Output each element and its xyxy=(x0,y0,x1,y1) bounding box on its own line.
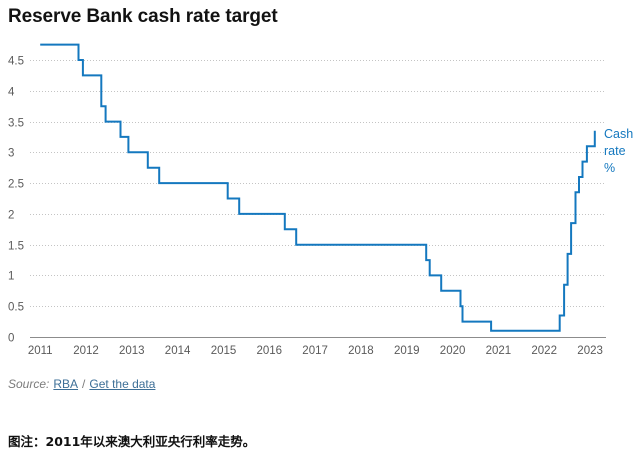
figure-caption: 图注：2011年以来澳大利亚央行利率走势。 xyxy=(8,434,256,449)
data-point xyxy=(283,227,287,231)
data-point xyxy=(157,181,161,185)
data-point xyxy=(439,289,443,293)
data-point xyxy=(146,166,150,170)
x-tick-label: 2023 xyxy=(577,345,603,357)
y-tick-label: 2 xyxy=(8,210,14,222)
data-point xyxy=(237,212,241,216)
x-tick-label: 2016 xyxy=(257,345,283,357)
data-point xyxy=(569,221,573,225)
data-point xyxy=(424,258,428,262)
chart-title: Reserve Bank cash rate target xyxy=(8,6,278,27)
gridlines xyxy=(30,60,606,338)
data-point xyxy=(459,304,463,308)
data-point xyxy=(577,175,581,179)
data-point xyxy=(593,129,597,133)
y-tick-label: 2.5 xyxy=(8,179,24,191)
y-tick-label: 3.5 xyxy=(8,118,24,130)
series-layer xyxy=(38,43,597,333)
source-line: Source: RBA / Get the data xyxy=(8,376,155,392)
data-point xyxy=(566,252,570,256)
x-tick-label: 2020 xyxy=(440,345,466,357)
data-point xyxy=(104,120,108,124)
series-label-cash-rate: Cash rate % xyxy=(604,127,634,175)
data-point xyxy=(574,190,578,194)
data-point xyxy=(585,144,589,148)
data-point xyxy=(81,73,85,77)
series-line-cash-rate xyxy=(40,43,596,332)
chart-plot: 00.511.522.533.544.5 2011 2012 2013 2014 201… xyxy=(8,43,606,357)
x-tick-label: 2017 xyxy=(302,345,328,357)
x-axis-labels: 2011 2012 2013 2014 2015 2016 2017 2018 2019 2020… xyxy=(28,345,603,357)
y-tick-label: 0 xyxy=(8,333,14,345)
data-point xyxy=(294,243,298,247)
y-tick-label: 4.5 xyxy=(8,56,24,68)
data-point xyxy=(461,320,465,324)
get-the-data-link[interactable]: Get the data xyxy=(89,377,156,391)
data-point xyxy=(77,58,81,62)
y-tick-label: 1.5 xyxy=(8,241,24,253)
x-tick-label: 2019 xyxy=(394,345,420,357)
data-point xyxy=(226,197,230,201)
y-tick-label: 1 xyxy=(8,271,14,283)
x-tick-label: 2012 xyxy=(73,345,99,357)
x-tick-label: 2014 xyxy=(165,345,191,357)
x-tick-label: 2015 xyxy=(211,345,237,357)
data-point xyxy=(581,160,585,164)
x-tick-label: 2018 xyxy=(348,345,374,357)
y-axis-labels: 0 0.5 1 1.5 2 2.5 3 3.5 4 4.5 xyxy=(8,56,24,345)
data-point xyxy=(562,283,566,287)
data-point xyxy=(99,104,103,108)
y-tick-label: 3 xyxy=(8,148,14,160)
y-tick-label: 0.5 xyxy=(8,302,24,314)
data-point xyxy=(119,135,123,139)
source-label: Source: xyxy=(8,377,50,391)
data-point xyxy=(558,314,562,318)
x-tick-label: 2011 xyxy=(28,345,53,357)
x-tick-label: 2013 xyxy=(119,345,145,357)
x-tick-label: 2021 xyxy=(486,345,512,357)
source-link-rba[interactable]: RBA xyxy=(53,377,79,391)
source-separator: / xyxy=(82,377,86,391)
data-point xyxy=(428,273,432,277)
data-point xyxy=(38,43,42,47)
data-point xyxy=(489,329,493,333)
y-tick-label: 4 xyxy=(8,87,15,99)
data-point xyxy=(126,150,130,154)
x-tick-label: 2022 xyxy=(531,345,557,357)
